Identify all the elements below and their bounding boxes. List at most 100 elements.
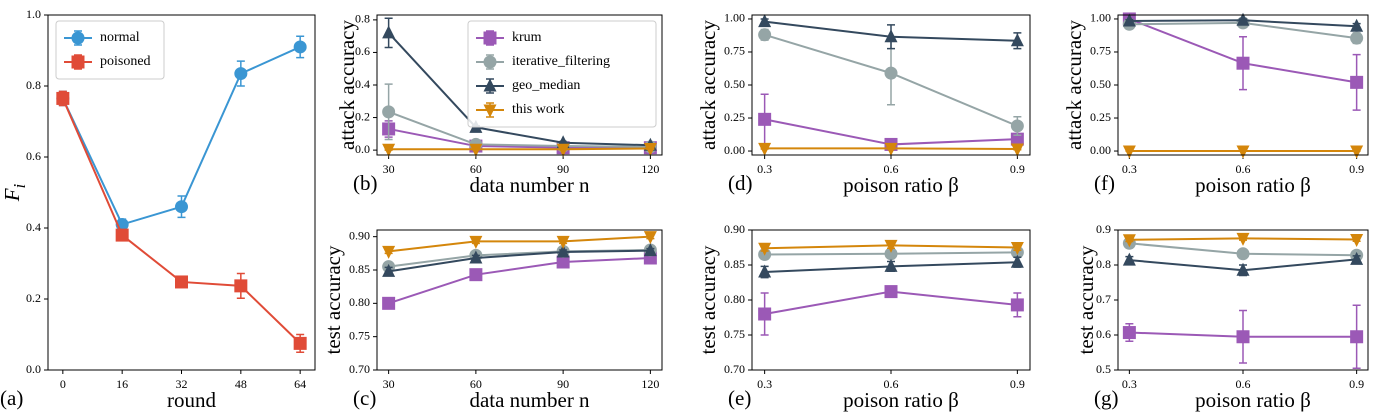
marker — [382, 296, 396, 310]
marker — [1010, 242, 1024, 255]
panel: 0.70 0.75 0.80 0.85 0.90 0.3 0.6 0.9 poison rati… — [696, 222, 1031, 412]
marker — [1010, 119, 1024, 133]
y-tick-label: 0.85 — [349, 262, 370, 276]
y-axis-label: test accuracy — [696, 245, 720, 355]
y-tick-label: 0.8 — [26, 78, 41, 92]
x-tick-label: 16 — [116, 377, 128, 391]
marker — [556, 255, 570, 269]
marker — [56, 91, 70, 105]
marker — [1350, 233, 1364, 247]
x-tick-label: 0.3 — [1122, 162, 1137, 176]
panel: 0.5 0.6 0.7 0.8 0.9 0.3 0.6 0.9 poison ratio β te… — [1074, 222, 1369, 412]
x-tick-label: 60 — [470, 377, 482, 391]
marker — [1010, 254, 1024, 268]
marker — [758, 112, 772, 126]
x-tick-label: 0.9 — [1349, 377, 1364, 391]
legend-box — [467, 20, 657, 128]
legend-label: poisoned — [100, 54, 151, 69]
y-tick-label: 0.8 — [1096, 257, 1111, 271]
x-tick-label: 30 — [383, 162, 395, 176]
legend-marker — [483, 31, 497, 45]
y-axis-label-main: F — [0, 188, 24, 202]
marker — [1350, 31, 1364, 45]
series-line — [388, 127, 651, 149]
marker — [758, 14, 772, 28]
marker — [643, 231, 657, 245]
axes-frame — [1117, 14, 1369, 156]
x-tick-label: 0.6 — [1236, 162, 1251, 176]
y-tick-label: 1.0 — [26, 7, 41, 21]
y-tick-label: 0.90 — [724, 222, 745, 236]
marker — [382, 245, 396, 259]
marker — [758, 242, 772, 256]
legend-label: normal — [100, 30, 140, 45]
legend: normal poisoned — [55, 20, 165, 80]
marker — [643, 142, 657, 156]
marker — [1236, 56, 1250, 70]
marker — [293, 40, 307, 54]
y-tick-label: 0.00 — [724, 143, 745, 157]
x-tick-label: 0.3 — [1122, 377, 1137, 391]
y-tick-label: 0.2 — [26, 291, 41, 305]
y-tick-label: 0.4 — [355, 77, 370, 91]
marker — [884, 142, 898, 156]
x-axis-label: poison ratio β — [843, 173, 959, 197]
legend-marker — [71, 31, 85, 45]
marker — [234, 67, 248, 81]
axes-frame — [376, 14, 663, 156]
marker — [884, 66, 898, 80]
x-axis-label: poison ratio β — [1195, 388, 1311, 412]
marker — [884, 247, 898, 261]
y-tick-label: 0.70 — [724, 362, 745, 376]
y-tick-label: 0.2 — [355, 109, 370, 123]
marker — [1122, 252, 1136, 266]
series-line — [388, 249, 651, 273]
marker — [758, 142, 772, 156]
marker — [382, 263, 396, 277]
legend-label: krum — [512, 30, 542, 45]
panel-label: (d) — [728, 171, 753, 195]
x-tick-label: 60 — [470, 162, 482, 176]
x-tick-label: 90 — [557, 162, 569, 176]
marker — [1236, 232, 1250, 246]
axes-frame — [1117, 229, 1369, 371]
x-tick-label: 48 — [235, 377, 247, 391]
marker — [884, 239, 898, 253]
y-tick-label: 0.75 — [724, 44, 745, 58]
marker — [469, 143, 483, 157]
axes-frame — [751, 229, 1031, 371]
y-tick-label: 0.00 — [1090, 143, 1111, 157]
marker — [1122, 326, 1136, 340]
legend-label: geo_median — [512, 78, 580, 93]
x-tick-label: 0.6 — [1236, 377, 1251, 391]
panel-label: (b) — [353, 171, 378, 195]
y-tick-label: 0.9 — [1096, 222, 1111, 236]
x-tick-label: 0.6 — [884, 162, 899, 176]
series-line — [388, 147, 651, 151]
series-line — [388, 110, 651, 148]
marker — [758, 307, 772, 321]
marker — [758, 264, 772, 278]
y-tick-label: 0.70 — [349, 362, 370, 376]
y-tick-label: 0.6 — [1096, 327, 1111, 341]
y-tick-label: 0.50 — [1090, 77, 1111, 91]
legend-marker — [483, 78, 497, 92]
marker — [1236, 12, 1250, 26]
series-line — [61, 98, 301, 345]
y-tick-label: 0.0 — [26, 362, 41, 376]
x-axis-label: poison ratio β — [1195, 173, 1311, 197]
x-tick-label: 0 — [60, 377, 66, 391]
marker — [1122, 145, 1136, 159]
y-axis-label: test accuracy — [321, 245, 345, 355]
marker — [1236, 262, 1250, 276]
marker — [1010, 33, 1024, 47]
marker — [556, 235, 570, 249]
marker — [469, 250, 483, 264]
panel: 0.00 0.25 0.50 0.75 1.00 0.3 0.6 0.9 poison rati… — [1062, 11, 1369, 197]
marker — [1010, 143, 1024, 157]
y-axis-label-sub: i — [10, 183, 29, 188]
marker — [884, 258, 898, 272]
x-tick-label: 32 — [176, 377, 188, 391]
x-tick-label: 0.9 — [1349, 162, 1364, 176]
y-tick-label: 0.85 — [724, 257, 745, 271]
